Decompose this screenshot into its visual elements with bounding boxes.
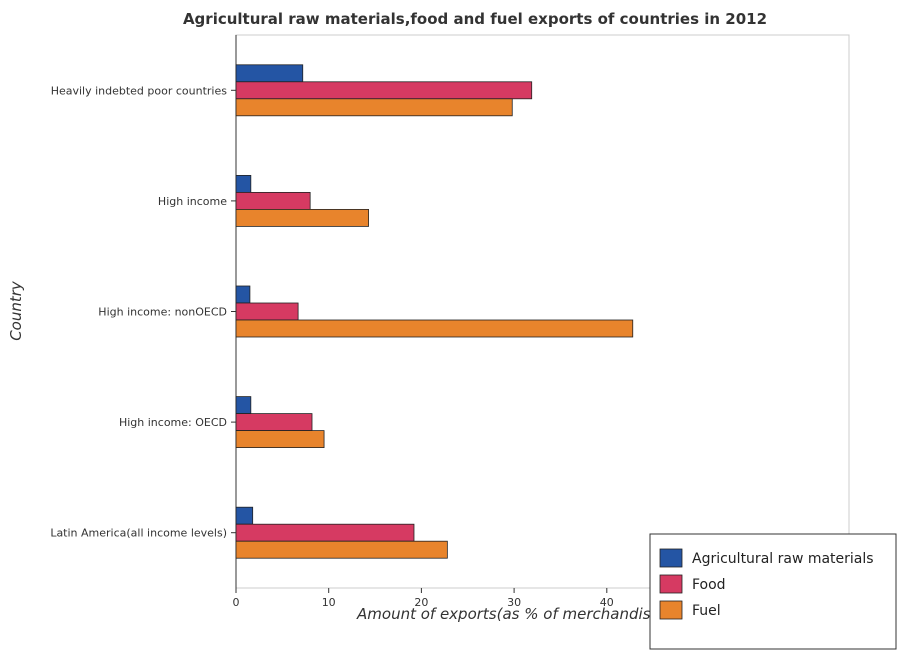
bar xyxy=(235,319,634,338)
bars-group xyxy=(235,64,634,559)
legend: Agricultural raw materials Food Fuel xyxy=(649,533,897,650)
y-tick-label: High income: nonOECD xyxy=(98,306,227,319)
legend-swatch xyxy=(659,600,683,620)
bar xyxy=(235,191,311,210)
y-tick-labels: Heavily indebted poor countries High inco… xyxy=(50,84,236,540)
legend-box xyxy=(649,533,897,650)
bar xyxy=(235,174,252,193)
plot-area xyxy=(235,34,850,589)
legend-label: Food xyxy=(692,577,726,593)
y-tick-label: High income: OECD xyxy=(119,416,227,429)
plot-frame xyxy=(235,34,850,589)
x-tick-label: 40 xyxy=(600,596,614,609)
bar xyxy=(235,98,513,117)
bar xyxy=(235,413,313,432)
x-tick-label: 30 xyxy=(507,596,521,609)
y-tick-label: High income xyxy=(158,195,227,208)
bar xyxy=(235,506,254,525)
legend-label: Fuel xyxy=(692,603,721,619)
bar xyxy=(235,540,448,559)
y-tick-label: Latin America(all income levels) xyxy=(50,527,227,540)
legend-label: Agricultural raw materials xyxy=(692,551,874,567)
chart-title: Agricultural raw materials,food and fuel… xyxy=(183,10,767,28)
x-tick-label: 10 xyxy=(322,596,336,609)
y-tick-label: Heavily indebted poor countries xyxy=(51,84,228,97)
bar xyxy=(235,523,415,542)
bar xyxy=(235,285,251,304)
x-tick-label: 0 xyxy=(233,596,240,609)
bar xyxy=(235,81,533,100)
legend-swatch xyxy=(659,574,683,594)
legend-swatch xyxy=(659,548,683,568)
bar xyxy=(235,430,325,449)
y-axis-title: Country xyxy=(7,280,25,341)
bar xyxy=(235,302,299,321)
x-tick-labels: 0 10 20 30 40 xyxy=(233,588,614,609)
bar xyxy=(235,396,252,415)
bar xyxy=(235,208,369,227)
bar xyxy=(235,64,304,83)
x-axis-title: Amount of exports(as % of merchandise ex… xyxy=(356,605,727,623)
x-tick-label: 20 xyxy=(414,596,428,609)
